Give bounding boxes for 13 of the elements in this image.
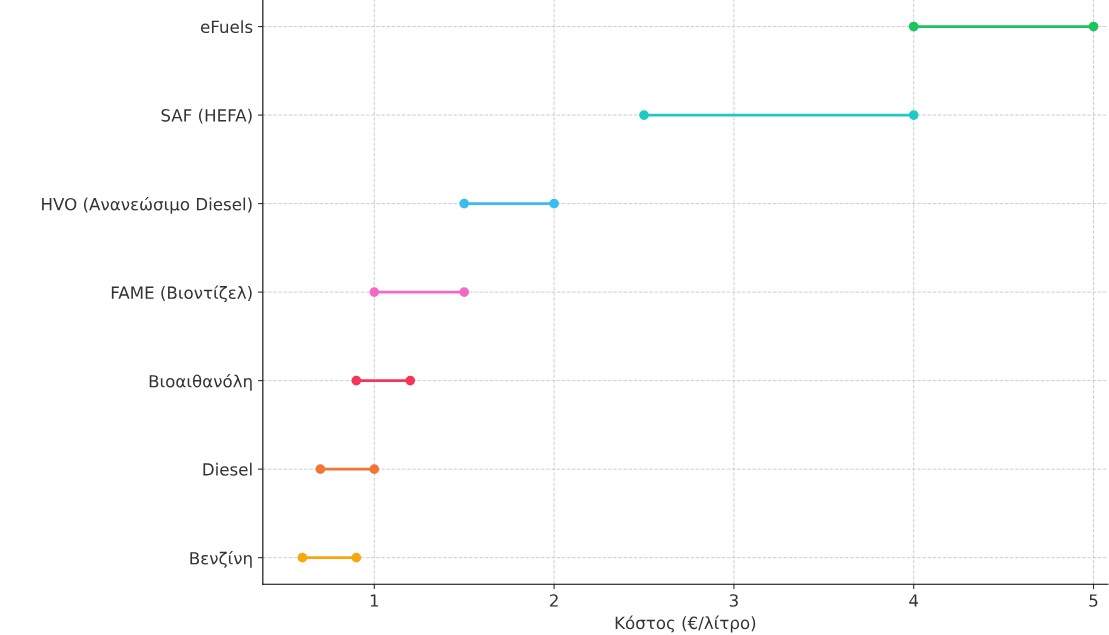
- x-tick-label: 4: [909, 594, 919, 607]
- y-tick-label: SAF (HEFA): [161, 108, 252, 124]
- x-tick-label: 3: [729, 594, 738, 607]
- y-tick-label: HVO (Ανανεώσιμο Diesel): [42, 196, 252, 214]
- y-tick-label: Diesel: [203, 462, 252, 476]
- y-tick-label: eFuels: [200, 20, 253, 34]
- x-tick-label: 5: [1089, 594, 1098, 607]
- y-tick-label: FAME (Βιοντίζελ): [111, 285, 252, 303]
- y-tick-label: Βιοαιθανόλη: [149, 373, 252, 391]
- x-tick-label: 1: [370, 594, 379, 607]
- x-axis-title: Κόστος (€/λίτρο): [615, 615, 756, 633]
- y-tick-label: Βενζίνη: [190, 550, 252, 568]
- x-tick-label: 2: [550, 594, 558, 607]
